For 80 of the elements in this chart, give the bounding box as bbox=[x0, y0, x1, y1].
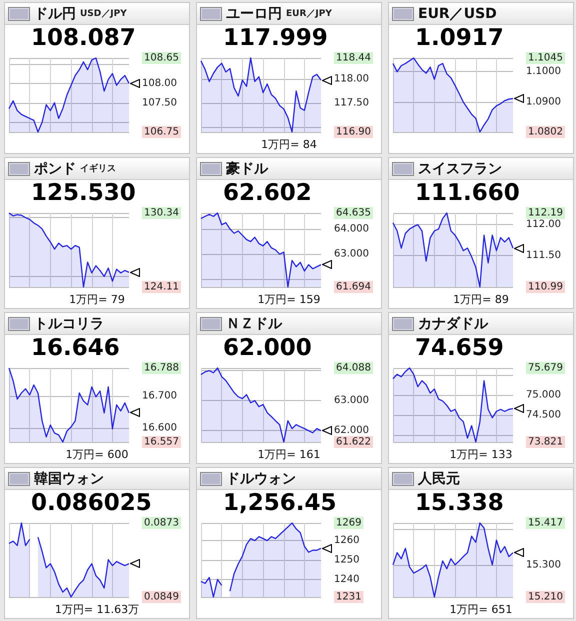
chart-subtitle: USD／JPY bbox=[80, 8, 127, 20]
y-tick-label: 1.1045 bbox=[528, 52, 563, 64]
text: 62.602 bbox=[222, 180, 313, 207]
chart-title: ドルウォン bbox=[226, 470, 296, 488]
text: 117.999 bbox=[222, 25, 329, 52]
text: 111.660 bbox=[414, 180, 521, 207]
y-tick-label: 110.99 bbox=[528, 282, 563, 292]
y-tick-label: 117.50 bbox=[334, 98, 369, 109]
y-tick-label: 124.11 bbox=[144, 282, 179, 292]
chart-title: ドル円 bbox=[34, 4, 76, 22]
y-tick-label: 112.19 bbox=[528, 208, 563, 218]
y-tick-label: 118.44 bbox=[336, 52, 371, 64]
y-tick-label: 63.000 bbox=[334, 395, 369, 406]
y-tick-label: 16.700 bbox=[142, 390, 177, 402]
chart-subtitle: EUR／JPY bbox=[286, 8, 332, 20]
y-tick-label: 107.50 bbox=[142, 97, 177, 108]
text: 125.530 bbox=[30, 180, 137, 207]
chart-title: 豪ドル bbox=[226, 160, 268, 178]
text: 1万円= 600 bbox=[64, 448, 130, 462]
y-tick-label: 118.00 bbox=[334, 74, 369, 85]
y-tick-label: 1.0900 bbox=[526, 96, 561, 108]
y-tick-label: 0.0849 bbox=[144, 592, 179, 602]
text: 1万円= 161 bbox=[256, 448, 322, 462]
text: 1万円= 651 bbox=[448, 603, 514, 617]
y-tick-label: 63.000 bbox=[334, 248, 369, 260]
y-tick-label: 130.34 bbox=[144, 208, 179, 218]
y-tick-label: 106.75 bbox=[144, 126, 179, 138]
text: 15.338 bbox=[414, 490, 505, 517]
chart-title: カナダドル bbox=[418, 314, 488, 332]
text: 1万円= 133 bbox=[448, 448, 514, 462]
y-tick-label: 1.1000 bbox=[526, 66, 561, 78]
y-tick-label: 73.821 bbox=[528, 436, 563, 448]
text: 1万円= 79 bbox=[68, 293, 126, 307]
y-tick-label: 1240 bbox=[334, 574, 360, 585]
chart-title: 人民元 bbox=[418, 470, 460, 488]
chart-subtitle: イギリス bbox=[80, 162, 116, 175]
chart-title: 韓国ウォン bbox=[34, 470, 104, 488]
y-tick-label: 16.788 bbox=[144, 362, 179, 374]
y-tick-label: 116.90 bbox=[336, 126, 371, 138]
chart-title: ＮＺドル bbox=[226, 314, 282, 332]
y-tick-label: 61.694 bbox=[336, 282, 371, 292]
y-tick-label: 1269 bbox=[336, 518, 362, 528]
y-tick-label: 75.679 bbox=[528, 362, 563, 374]
y-tick-label: 15.300 bbox=[526, 559, 561, 570]
y-tick-label: 64.000 bbox=[334, 223, 369, 234]
chart-title: スイスフラン bbox=[418, 160, 502, 178]
text: 1万円= 89 bbox=[452, 293, 510, 307]
y-tick-label: 108.00 bbox=[142, 78, 177, 89]
y-tick-label: 62.000 bbox=[334, 425, 369, 436]
text: 108.087 bbox=[30, 25, 137, 52]
y-tick-label: 0.0873 bbox=[144, 518, 179, 528]
y-tick-label: 64.635 bbox=[336, 208, 371, 218]
text: 1,256.45 bbox=[222, 490, 338, 517]
text: 1万円= 11.63万 bbox=[54, 603, 140, 617]
y-tick-label: 15.210 bbox=[528, 592, 563, 602]
y-tick-label: 1.0802 bbox=[528, 126, 563, 138]
y-tick-label: 15.417 bbox=[528, 518, 563, 528]
y-tick-label: 112.00 bbox=[526, 219, 561, 230]
y-tick-label: 1231 bbox=[336, 592, 362, 602]
chart-title: トルコリラ bbox=[34, 314, 104, 332]
y-tick-label: 64.088 bbox=[336, 362, 371, 374]
y-tick-label: 61.622 bbox=[336, 436, 371, 448]
text: 1万円= 84 bbox=[260, 138, 318, 152]
text: 16.646 bbox=[30, 335, 121, 362]
y-tick-label: 16.557 bbox=[144, 436, 179, 448]
text: 1万円= 159 bbox=[256, 293, 322, 307]
chart-title: ユーロ円 bbox=[226, 4, 282, 22]
y-tick-label: 16.600 bbox=[142, 422, 177, 434]
y-tick-label: 108.65 bbox=[144, 52, 179, 64]
text: 62.000 bbox=[222, 335, 313, 362]
y-tick-label: 74.500 bbox=[526, 409, 561, 420]
y-tick-label: 111.50 bbox=[526, 250, 561, 262]
text: 1.0917 bbox=[414, 25, 505, 52]
y-tick-label: 1260 bbox=[334, 535, 360, 546]
y-tick-label: 75.000 bbox=[526, 390, 561, 401]
chart-title: EUR／USD bbox=[418, 4, 497, 22]
text: 0.086025 bbox=[30, 490, 153, 517]
text: 74.659 bbox=[414, 335, 505, 362]
y-tick-label: 1250 bbox=[334, 554, 360, 566]
chart-title: ポンド bbox=[34, 160, 76, 178]
